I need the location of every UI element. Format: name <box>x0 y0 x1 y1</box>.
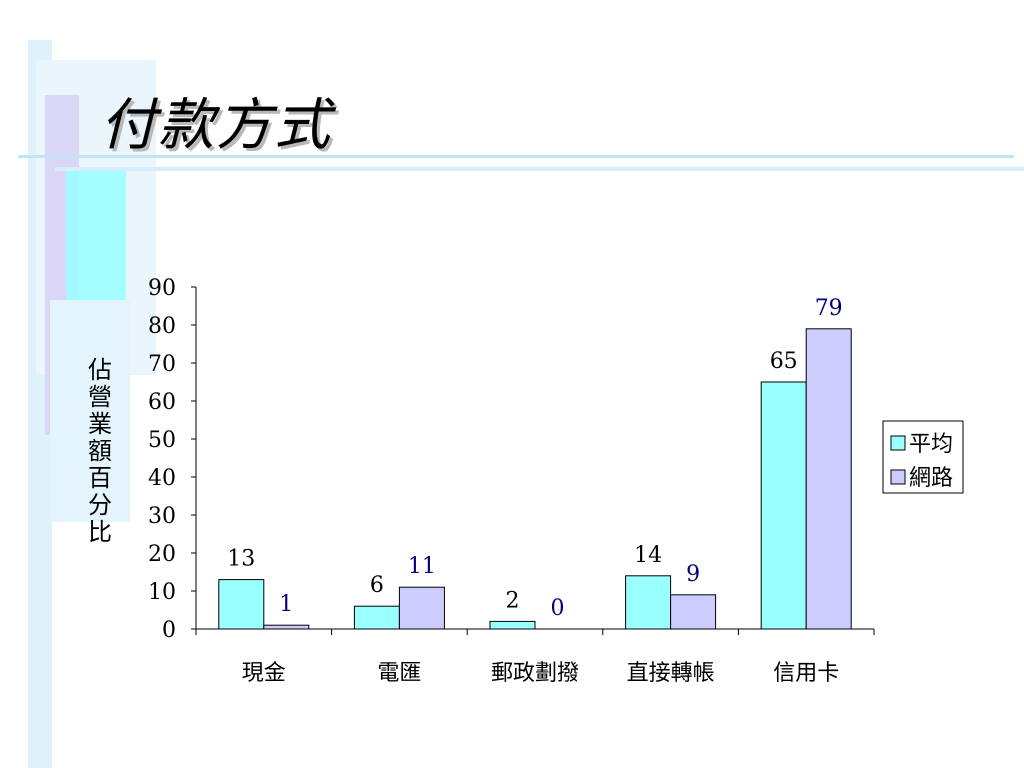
x-tick-label: 電匯 <box>377 661 421 686</box>
y-tick-label: 30 <box>148 504 176 529</box>
bar-avg <box>218 579 265 630</box>
y-axis-label-char: 佔 <box>88 356 112 384</box>
legend-swatch <box>890 469 906 485</box>
data-label: 0 <box>551 596 565 621</box>
y-tick-label: 90 <box>148 276 176 301</box>
data-label: 79 <box>815 296 843 321</box>
y-tick-label: 0 <box>162 618 176 643</box>
bar-online <box>263 624 310 630</box>
legend-label: 網路 <box>909 466 953 491</box>
bar-online <box>670 594 717 630</box>
decor-strip-4 <box>66 170 126 300</box>
y-axis-label-char: 分 <box>88 491 112 519</box>
legend-label: 平均 <box>909 432 953 457</box>
x-tick-label: 現金 <box>242 661 286 686</box>
y-tick-label: 40 <box>148 466 176 491</box>
bar-online <box>805 328 852 630</box>
bar-avg <box>489 620 536 630</box>
data-label: 13 <box>227 547 255 572</box>
page-title: 付款方式 <box>100 93 332 158</box>
decor-strip-5 <box>50 300 130 522</box>
data-label: 1 <box>279 592 293 617</box>
data-label: 9 <box>686 562 700 587</box>
y-axis-label-char: 業 <box>88 410 112 438</box>
y-tick-label: 10 <box>148 580 176 605</box>
y-tick-label: 60 <box>148 390 176 415</box>
bar-avg <box>760 381 807 630</box>
x-tick-label: 直接轉帳 <box>627 661 715 686</box>
y-tick-label: 70 <box>148 352 176 377</box>
y-tick-label: 50 <box>148 428 176 453</box>
data-label: 14 <box>634 543 662 568</box>
legend-swatch <box>890 435 906 451</box>
y-tick-label: 80 <box>148 314 176 339</box>
y-tick-label: 20 <box>148 542 176 567</box>
title-underline <box>18 155 1014 158</box>
y-axis-label-char: 百 <box>88 464 112 492</box>
x-tick-label: 信用卡 <box>773 661 839 686</box>
data-label: 65 <box>770 349 798 374</box>
bar-avg <box>353 605 400 630</box>
y-axis-label-char: 比 <box>88 518 112 546</box>
bar-avg <box>625 575 672 630</box>
data-label: 6 <box>370 573 384 598</box>
y-axis-label-char: 額 <box>88 437 112 465</box>
x-tick-label: 郵政劃撥 <box>491 661 579 686</box>
title-underline-2 <box>55 167 1024 171</box>
bar-online <box>398 586 445 630</box>
data-label: 2 <box>506 588 520 613</box>
data-label: 11 <box>408 554 436 579</box>
y-axis-label-char: 營 <box>88 383 112 411</box>
